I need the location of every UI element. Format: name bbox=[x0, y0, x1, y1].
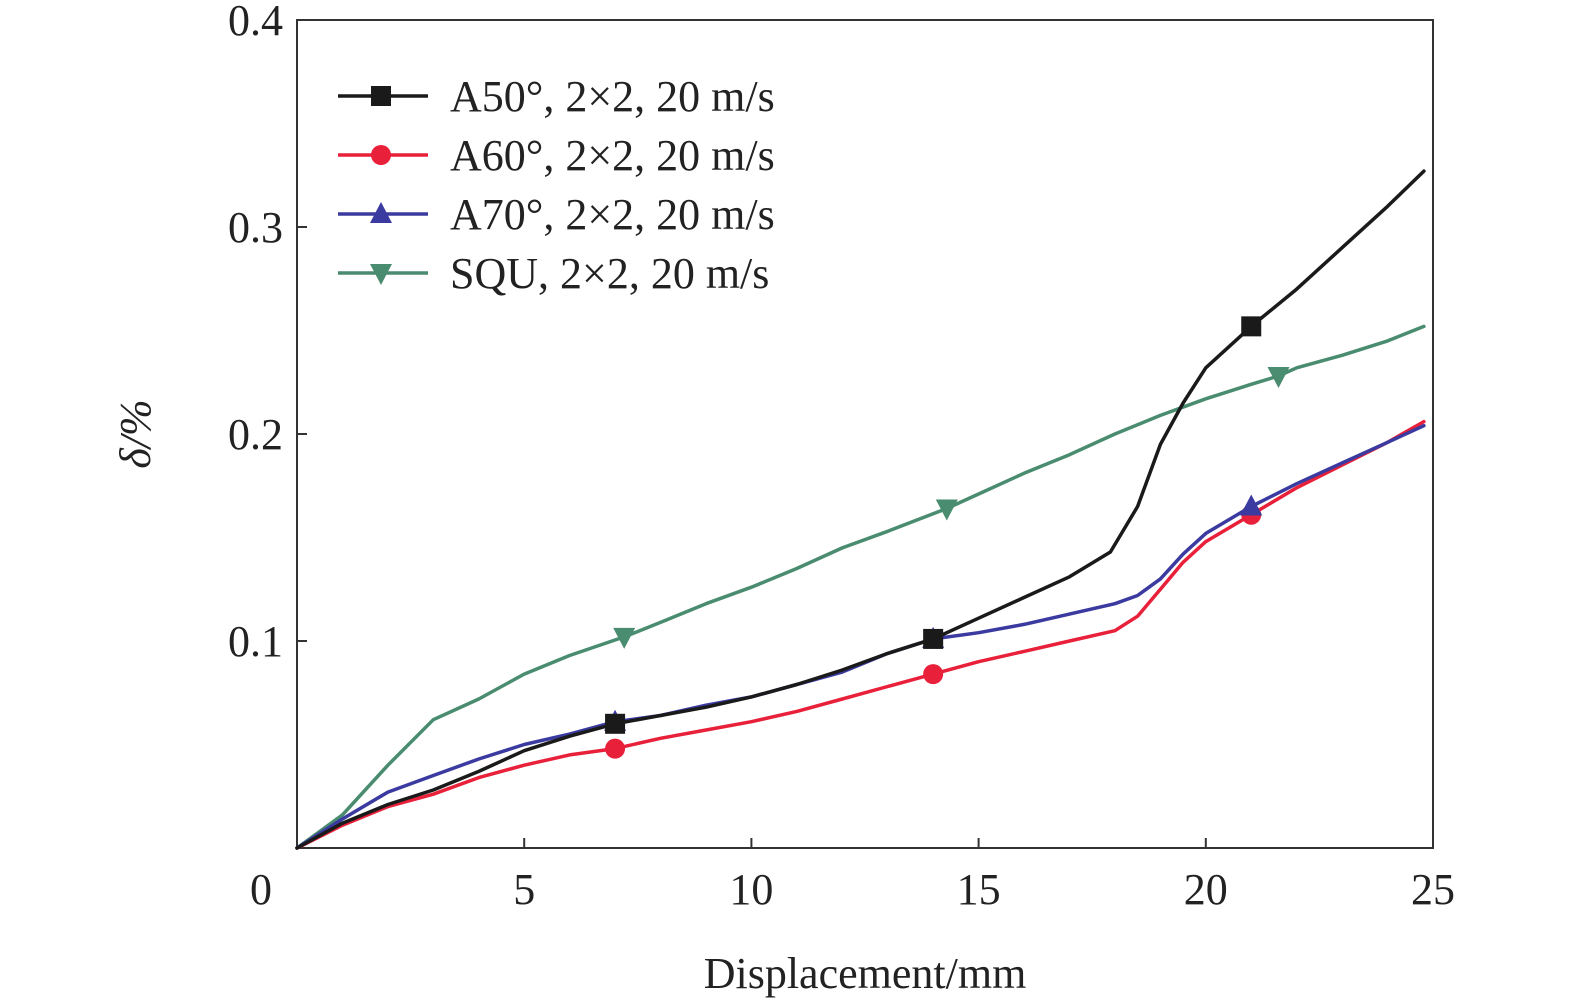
legend-label: A50°, 2×2, 20 m/s bbox=[450, 72, 775, 121]
data-point-marker bbox=[1241, 316, 1262, 337]
series-3 bbox=[295, 423, 1426, 850]
legend-label: A70°, 2×2, 20 m/s bbox=[450, 190, 775, 239]
legend-entry: A60°, 2×2, 20 m/s bbox=[338, 131, 775, 180]
x-tick-label: 15 bbox=[957, 865, 1001, 914]
series-4 bbox=[295, 324, 1426, 850]
y-axis-title: δ/% bbox=[111, 399, 160, 468]
x-axis-title: Displacement/mm bbox=[704, 949, 1027, 998]
series-line bbox=[295, 169, 1426, 850]
legend-entry: SQU, 2×2, 20 m/s bbox=[338, 249, 769, 298]
legend-label: A60°, 2×2, 20 m/s bbox=[450, 131, 775, 180]
series-line bbox=[295, 419, 1426, 850]
series-2 bbox=[295, 419, 1426, 850]
data-point-marker bbox=[1240, 494, 1263, 516]
x-tick-label: 25 bbox=[1411, 865, 1455, 914]
data-point-marker bbox=[1267, 367, 1290, 389]
data-point-marker bbox=[923, 664, 944, 685]
data-point-marker bbox=[605, 713, 626, 734]
legend-entry: A70°, 2×2, 20 m/s bbox=[338, 190, 775, 239]
series-line bbox=[295, 423, 1426, 850]
y-tick-label: 0.3 bbox=[228, 203, 283, 252]
legend-entry: A50°, 2×2, 20 m/s bbox=[338, 72, 775, 121]
data-point-marker bbox=[923, 628, 944, 649]
x-tick-label: 5 bbox=[513, 865, 535, 914]
series-1 bbox=[295, 169, 1426, 850]
legend-label: SQU, 2×2, 20 m/s bbox=[450, 249, 769, 298]
legend-marker bbox=[370, 264, 392, 285]
y-tick-label: 0.2 bbox=[228, 410, 283, 459]
x-tick-label: 10 bbox=[729, 865, 773, 914]
legend-marker bbox=[371, 145, 391, 165]
x-tick-label: 20 bbox=[1184, 865, 1228, 914]
data-point-marker bbox=[935, 499, 958, 521]
x-tick-label: 0 bbox=[250, 865, 272, 914]
data-point-marker bbox=[605, 738, 626, 759]
legend-marker bbox=[370, 202, 392, 223]
series-line bbox=[295, 324, 1426, 850]
legend-marker bbox=[371, 86, 391, 106]
data-point-marker bbox=[613, 627, 636, 649]
y-tick-label: 0.1 bbox=[228, 617, 283, 666]
y-tick-label: 0.4 bbox=[228, 0, 283, 45]
